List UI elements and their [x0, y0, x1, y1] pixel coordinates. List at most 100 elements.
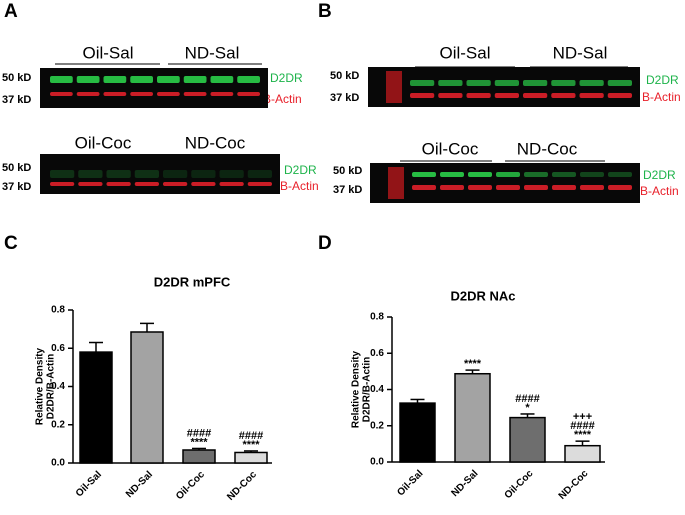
- blot: [40, 68, 268, 108]
- y-axis-label: Relative Density: [351, 350, 362, 428]
- band: [191, 170, 216, 178]
- chart-title: D2DR mPFC: [154, 274, 231, 289]
- y-axis-label: D2DR/B-Actin: [46, 354, 57, 420]
- group-label: Oil-Coc: [75, 133, 132, 152]
- band: [76, 76, 100, 83]
- x-tick-label: Oil-Sal: [74, 469, 104, 499]
- band: [219, 182, 244, 186]
- band: [157, 92, 180, 96]
- band: [219, 170, 244, 178]
- band: [191, 182, 216, 186]
- band: [76, 92, 100, 96]
- band: [523, 80, 548, 86]
- band: [237, 76, 260, 83]
- significance-label: ****: [242, 439, 260, 451]
- band: [607, 93, 632, 98]
- band: [580, 172, 604, 177]
- marker-label: 50 kD: [2, 162, 31, 174]
- band: [524, 185, 548, 190]
- band: [496, 185, 520, 190]
- y-tick-label: 0.8: [370, 312, 384, 323]
- band: [412, 172, 436, 177]
- panel-label: A: [4, 1, 18, 22]
- band: [78, 182, 103, 186]
- marker-label: 37 kD: [2, 181, 31, 193]
- y-tick-label: 0.4: [370, 384, 384, 395]
- band: [247, 170, 272, 178]
- marker-label: 37 kD: [330, 92, 359, 104]
- band: [210, 76, 234, 83]
- group-label: ND-Coc: [517, 139, 578, 158]
- significance-label: ****: [190, 436, 208, 448]
- band: [438, 93, 463, 98]
- band: [50, 170, 75, 178]
- y-tick-label: 0.2: [51, 419, 65, 430]
- band: [157, 76, 180, 83]
- marker-label: 50 kD: [333, 165, 362, 177]
- significance-label: ####: [187, 427, 211, 439]
- band: [183, 92, 207, 96]
- bar: [454, 372, 491, 463]
- group-label: Oil-Coc: [422, 139, 479, 158]
- band: [552, 185, 576, 190]
- blot: [370, 163, 640, 203]
- band: [440, 185, 464, 190]
- marker-label: 50 kD: [2, 72, 31, 84]
- band: [466, 80, 491, 86]
- marker-label: 37 kD: [333, 184, 362, 196]
- band: [468, 172, 492, 177]
- band: [134, 170, 159, 178]
- y-tick-label: 0.8: [51, 305, 65, 316]
- panel-label: B: [318, 1, 332, 22]
- band: [78, 170, 103, 178]
- chart-title: D2DR NAc: [450, 288, 515, 303]
- x-tick-label: ND-Sal: [450, 468, 481, 499]
- band: [608, 172, 632, 177]
- band: [580, 185, 604, 190]
- band: [579, 80, 604, 86]
- x-tick-label: ND-Coc: [557, 468, 591, 502]
- marker-label: 37 kD: [2, 94, 31, 106]
- band: [103, 92, 127, 96]
- band-label: D2DR: [643, 168, 676, 182]
- bar: [182, 449, 216, 464]
- band: [50, 76, 73, 83]
- x-tick-label: ND-Sal: [124, 469, 155, 500]
- significance-label: ****: [464, 358, 482, 370]
- x-tick-label: Oil-Sal: [395, 468, 425, 498]
- x-tick-label: Oil-Coc: [174, 469, 207, 502]
- bar: [509, 416, 546, 463]
- significance-label: ####: [570, 420, 594, 432]
- band-label: D2DR: [646, 73, 679, 87]
- band: [412, 185, 436, 190]
- band-label: B-Actin: [642, 90, 681, 104]
- band: [468, 185, 492, 190]
- band: [440, 172, 464, 177]
- band: [494, 93, 519, 98]
- ladder: [388, 167, 404, 199]
- band: [130, 76, 153, 83]
- band: [410, 80, 435, 86]
- band: [163, 170, 188, 178]
- band: [551, 80, 576, 86]
- band-label: D2DR: [270, 71, 303, 85]
- group-label: ND-Sal: [185, 43, 240, 62]
- bar: [564, 444, 601, 463]
- group-label: Oil-Sal: [82, 43, 133, 62]
- bar: [399, 402, 436, 463]
- band: [163, 182, 188, 186]
- band: [134, 182, 159, 186]
- band: [524, 172, 548, 177]
- x-tick-label: Oil-Coc: [503, 468, 536, 501]
- band: [523, 93, 548, 98]
- band: [607, 80, 632, 86]
- band-label: D2DR: [284, 163, 317, 177]
- band: [551, 93, 576, 98]
- band: [247, 182, 272, 186]
- group-label: Oil-Sal: [439, 43, 490, 62]
- y-tick-label: 0.0: [51, 458, 65, 469]
- band: [466, 93, 491, 98]
- bar: [130, 331, 164, 464]
- band: [494, 80, 519, 86]
